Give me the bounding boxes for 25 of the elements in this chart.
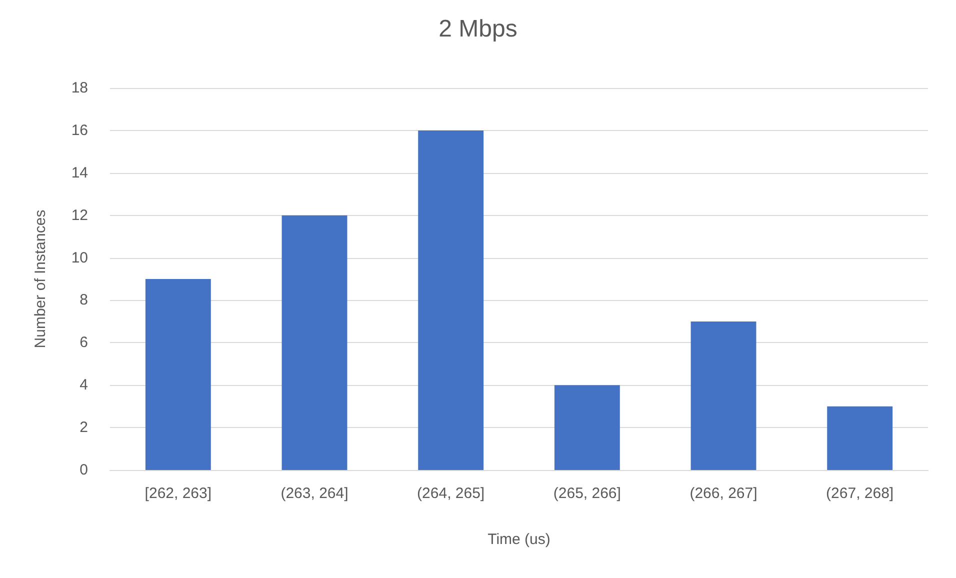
- chart-title: 2 Mbps: [438, 16, 518, 42]
- y-tick-label: 6: [80, 334, 88, 352]
- y-tick-label: 0: [80, 462, 88, 478]
- y-axis-title: Number of Instances: [32, 210, 49, 348]
- y-tick-label: 8: [80, 292, 88, 309]
- x-tick-label: (267, 268]: [826, 485, 894, 502]
- x-axis-title: Time (us): [488, 531, 550, 548]
- y-tick-label: 12: [71, 206, 88, 224]
- y-tick-label: 10: [71, 249, 88, 266]
- x-tick-label: [262, 263]: [144, 485, 212, 502]
- bar: [554, 385, 620, 470]
- bar: [418, 130, 484, 470]
- bar: [827, 406, 893, 470]
- y-tick-label: 2: [80, 419, 88, 436]
- bar: [282, 215, 348, 470]
- bar: [145, 279, 211, 470]
- bar: [690, 321, 756, 470]
- y-tick-label: 4: [80, 376, 88, 394]
- y-tick-label: 16: [71, 122, 88, 139]
- y-tick-label: 18: [71, 80, 88, 96]
- x-tick-label: (263, 264]: [280, 485, 348, 502]
- x-tick-label: (264, 265]: [417, 485, 485, 502]
- x-tick-label: (266, 267]: [690, 485, 758, 502]
- y-tick-label: 14: [71, 164, 88, 182]
- x-tick-label: (265, 266]: [553, 485, 621, 502]
